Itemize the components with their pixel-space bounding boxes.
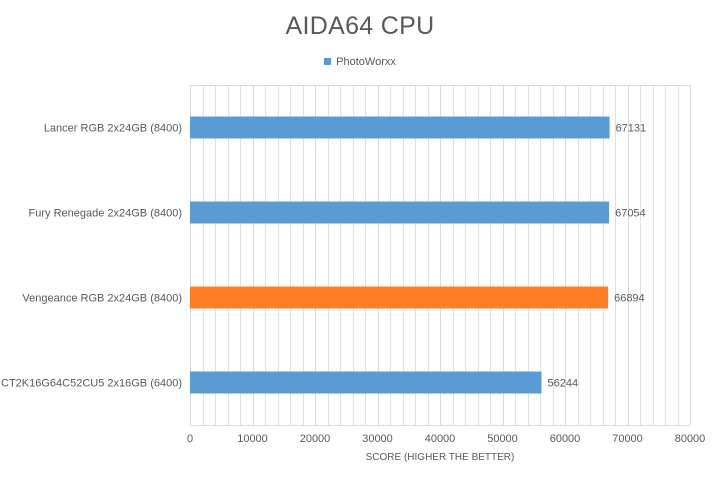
category-label: Fury Renegade 2x24GB (8400) [29, 208, 182, 220]
x-tick-label: 80000 [675, 433, 706, 445]
bar [190, 201, 610, 224]
x-tick-label: 10000 [237, 433, 268, 445]
x-tick-label: 0 [187, 433, 193, 445]
data-label: 66894 [614, 293, 645, 305]
bar [190, 371, 542, 394]
data-label: 67054 [615, 208, 646, 220]
chart-title: AIDA64 CPU [285, 12, 435, 40]
x-axis-title: SCORE (HIGHER THE BETTER) [366, 452, 515, 463]
category-label: Vengeance RGB 2x24GB (8400) [22, 293, 182, 305]
bar [190, 286, 609, 309]
x-tick-label: 60000 [550, 433, 581, 445]
x-tick-label: 40000 [425, 433, 456, 445]
legend-swatch [324, 57, 332, 65]
bar [190, 116, 610, 139]
data-label: 56244 [548, 378, 579, 390]
category-label: Lancer RGB 2x24GB (8400) [44, 123, 182, 135]
legend: PhotoWorxx [0, 56, 720, 68]
data-label: 67131 [616, 123, 647, 135]
x-tick-label: 20000 [300, 433, 331, 445]
x-tick-label: 70000 [612, 433, 643, 445]
x-tick-label: 30000 [362, 433, 393, 445]
legend-label: PhotoWorxx [336, 56, 396, 69]
x-tick-label: 50000 [487, 433, 518, 445]
category-label: CT2K16G64C52CU5 2x16GB (6400) [1, 378, 182, 390]
